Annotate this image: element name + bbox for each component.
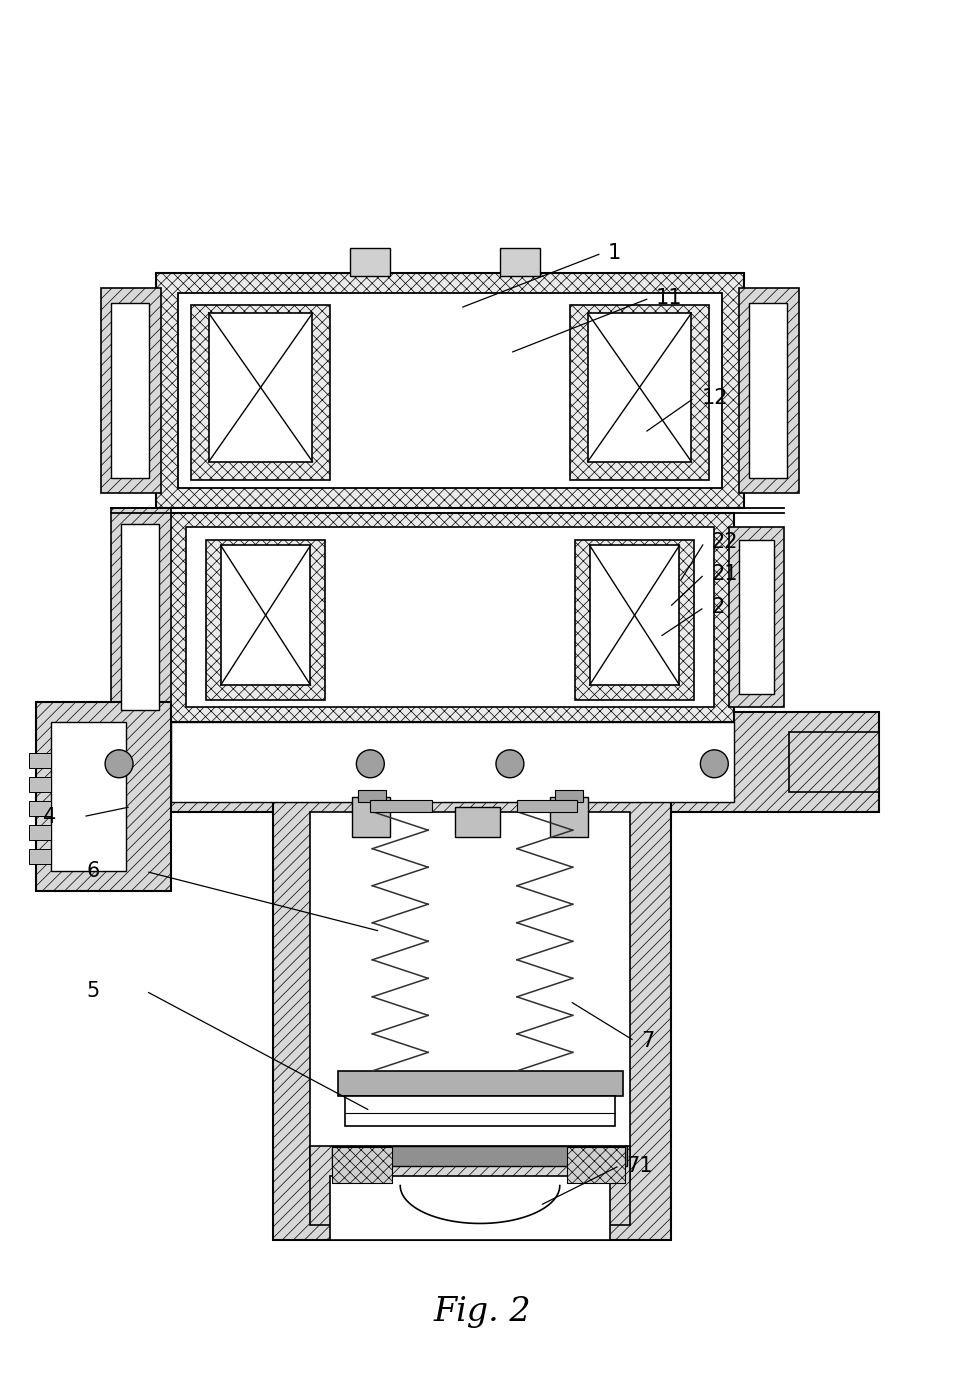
Bar <box>29 849 51 864</box>
Text: 4: 4 <box>43 807 57 826</box>
Bar <box>171 721 734 802</box>
Bar <box>37 702 171 891</box>
Bar <box>500 249 539 276</box>
Bar <box>566 1147 624 1183</box>
Text: 12: 12 <box>702 388 728 408</box>
Bar <box>789 732 879 792</box>
Bar <box>29 777 51 792</box>
Circle shape <box>496 750 524 778</box>
Bar <box>588 314 691 462</box>
Bar <box>350 249 390 276</box>
Bar <box>61 712 879 811</box>
Text: 5: 5 <box>86 981 99 1001</box>
Bar <box>455 807 500 836</box>
Bar <box>358 789 386 802</box>
Text: 21: 21 <box>711 564 738 585</box>
Text: 71: 71 <box>626 1155 653 1176</box>
Text: 22: 22 <box>711 532 738 553</box>
Bar <box>206 540 325 699</box>
Circle shape <box>356 750 384 778</box>
Bar <box>730 528 785 708</box>
Bar <box>739 289 799 492</box>
Bar <box>208 314 313 462</box>
Bar <box>191 305 330 480</box>
Bar <box>166 513 734 721</box>
Bar <box>272 802 672 1241</box>
Bar <box>590 546 679 685</box>
Text: 1: 1 <box>608 243 620 263</box>
Bar <box>575 540 695 699</box>
Text: 2: 2 <box>711 597 725 618</box>
Bar <box>352 796 390 836</box>
Bar <box>111 507 171 727</box>
Bar <box>517 800 577 811</box>
Bar <box>311 1146 629 1226</box>
Text: 6: 6 <box>86 861 99 882</box>
Bar <box>111 303 149 478</box>
Bar <box>332 1146 626 1165</box>
Bar <box>156 274 744 507</box>
Bar <box>332 1147 392 1183</box>
Bar <box>51 721 126 872</box>
Bar <box>186 528 714 708</box>
Circle shape <box>105 750 133 778</box>
Bar <box>739 540 774 694</box>
Bar <box>29 825 51 840</box>
Bar <box>311 811 629 1180</box>
Bar <box>61 721 171 802</box>
Bar <box>121 525 159 710</box>
Bar <box>330 1176 610 1241</box>
Text: 7: 7 <box>642 1031 655 1050</box>
Bar <box>345 1096 615 1126</box>
Bar <box>101 289 161 492</box>
Bar <box>371 800 432 811</box>
Bar <box>221 546 311 685</box>
Bar <box>555 789 583 802</box>
Bar <box>29 753 51 768</box>
Bar <box>178 293 723 488</box>
Bar <box>339 1071 622 1096</box>
Bar <box>749 303 787 478</box>
Text: 11: 11 <box>655 287 682 308</box>
Bar <box>29 800 51 815</box>
Bar <box>569 305 709 480</box>
Circle shape <box>701 750 729 778</box>
Text: Fig. 2: Fig. 2 <box>433 1296 531 1328</box>
Bar <box>550 796 588 836</box>
